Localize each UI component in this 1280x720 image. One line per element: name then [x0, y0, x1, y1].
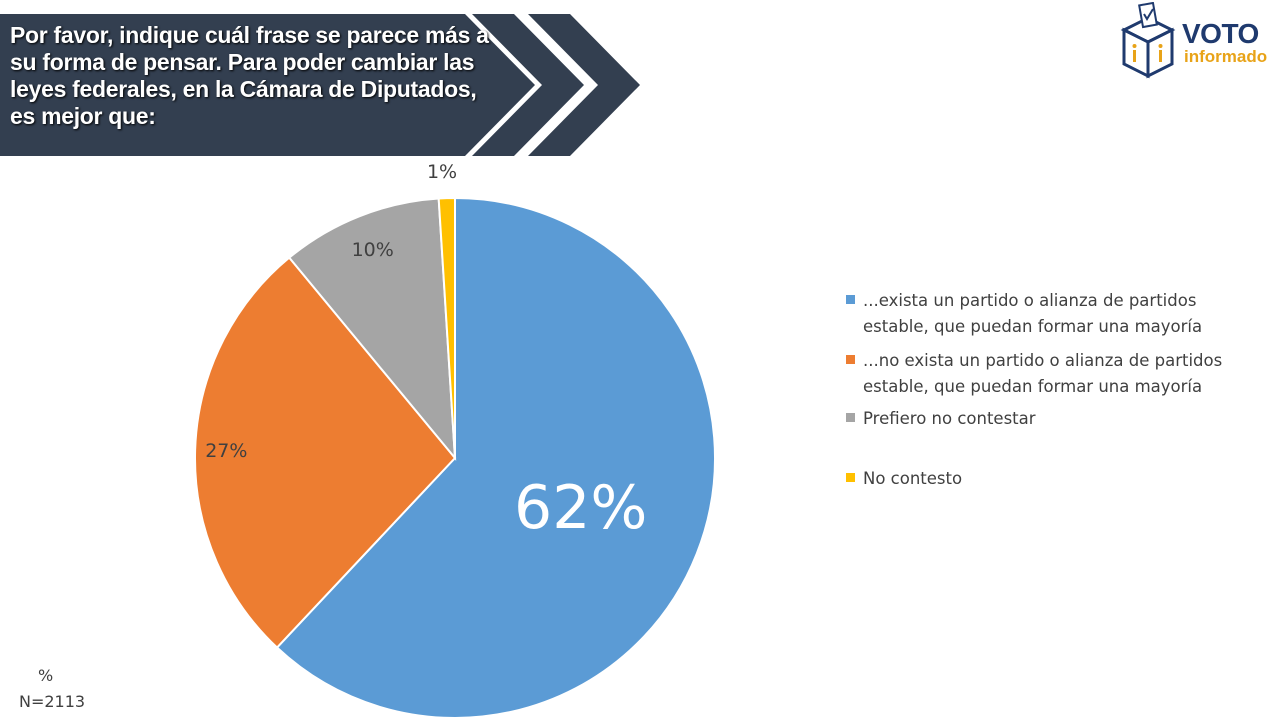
header-banner: [0, 14, 640, 156]
legend-label: No contesto: [863, 469, 963, 488]
logo-informado-text: informado: [1184, 47, 1268, 66]
slice-data-label: 27%: [205, 440, 247, 462]
voto-informado-logo: VOTO informado: [1116, 2, 1276, 82]
legend-label: ...no exista un partido o alianza de par…: [863, 351, 1223, 396]
slice-data-label: 10%: [352, 239, 394, 261]
legend-label: ...exista un partido o alianza de partid…: [863, 291, 1203, 336]
chevron-1: [472, 14, 584, 156]
pie-slice: [287, 197, 457, 462]
pie-slice: [437, 196, 456, 459]
legend-label: Prefiero no contestar: [863, 409, 1036, 428]
banner-shape: [0, 14, 535, 156]
slice-data-label: 1%: [427, 161, 457, 183]
pie-slice: [275, 196, 716, 719]
pie-slice: [194, 256, 457, 649]
legend-swatch: [846, 355, 855, 364]
slice-data-label: 62%: [514, 473, 647, 543]
sample-size: N=2113: [19, 692, 86, 711]
question-text: Por favor, indique cuál frase se parece …: [10, 22, 489, 129]
ballot-box-icon: [1120, 2, 1176, 79]
unit-label: %: [38, 666, 54, 685]
logo-voto-text: VOTO: [1182, 18, 1259, 49]
legend-swatch: [846, 295, 855, 304]
legend-swatch: [846, 413, 855, 422]
chevron-2: [528, 14, 640, 156]
legend-swatch: [846, 473, 855, 482]
